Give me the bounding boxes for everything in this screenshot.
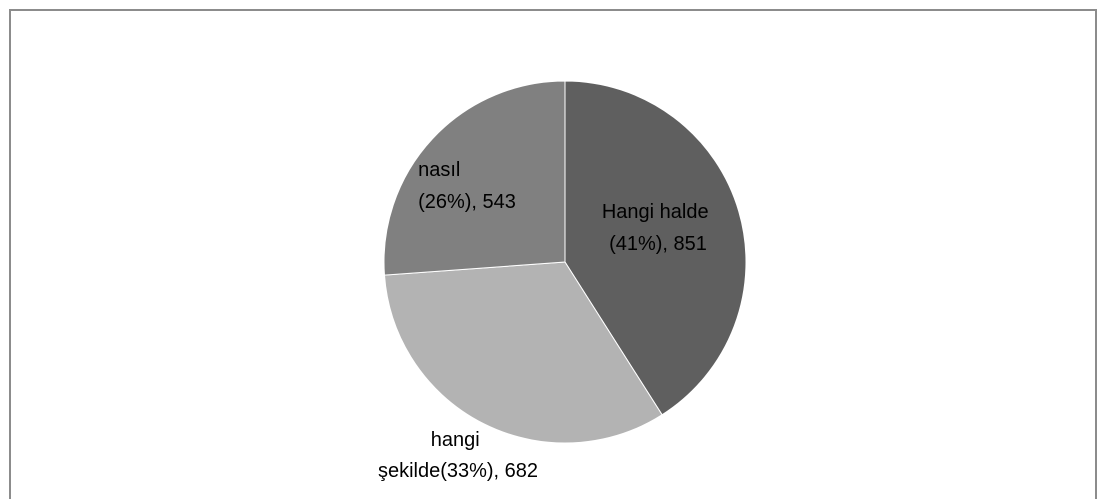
pie-slice-2 <box>383 80 566 276</box>
slice-label-hangi-sekilde: hangi şekilde(33%), 682 <box>378 429 538 482</box>
slice-label-nasil: nasıl (26%), 543 <box>418 159 516 213</box>
pie-slice-1 <box>383 261 663 444</box>
slice-label-hangi-halde-line1: Hangi halde <box>602 201 709 223</box>
pie-slice-0 <box>564 80 747 416</box>
slice-label-nasil-line1: nasıl <box>418 159 460 181</box>
slice-label-hangi-sekilde-line2: şekilde(33%), 682 <box>378 460 538 482</box>
pie-slices <box>383 80 747 444</box>
slice-label-hangi-sekilde-line1: hangi <box>431 429 480 451</box>
pie-chart: Hangi halde (41%), 851 hangi şekilde(33%… <box>378 80 747 482</box>
slice-label-hangi-halde: Hangi halde (41%), 851 <box>602 201 714 255</box>
slice-label-nasil-line2: (26%), 543 <box>418 191 516 213</box>
slice-label-hangi-halde-line2: (41%), 851 <box>609 233 707 255</box>
